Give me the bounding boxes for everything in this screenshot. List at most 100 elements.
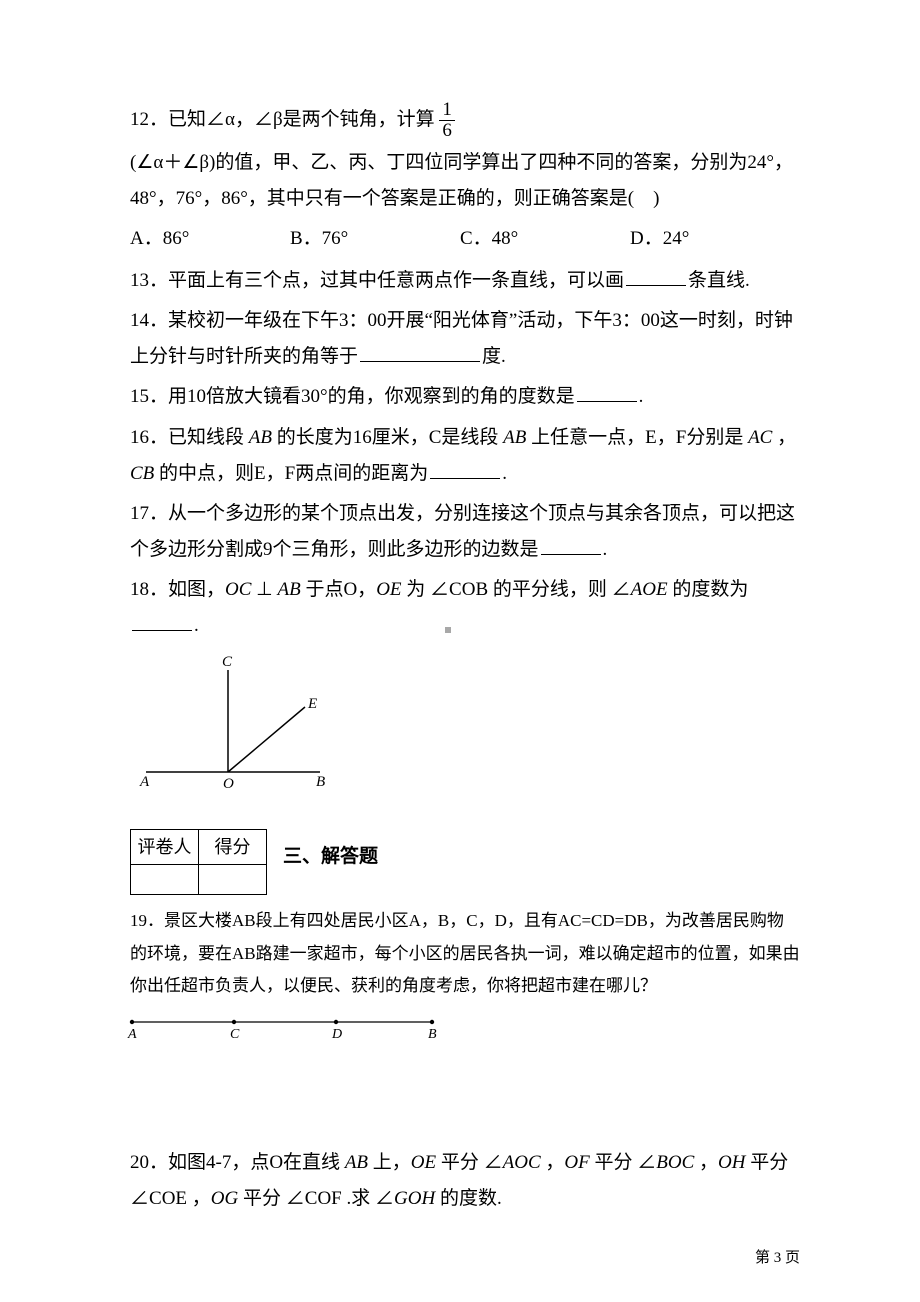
q15-b: . [639,386,644,407]
blank [626,265,686,286]
q18: 18．如图，OC ⊥ AB 于点O，OE 为 ∠COB 的平分线，则 ∠AOE … [130,572,800,644]
q12-options: A．86° B．76° C．48° D．24° [130,221,800,257]
ang: ∠ [375,1188,394,1209]
q16-b: 的长度为16厘米，C是线段 [272,427,503,448]
square-marker [445,627,451,633]
ang: ∠ [286,1188,305,1209]
blank [430,458,500,479]
q16-a: 16．已知线段 [130,427,249,448]
score-table: 评卷人 得分 [130,829,267,895]
q13: 13．平面上有三个点，过其中任意两点作一条直线，可以画条直线. [130,263,800,299]
label-c: C [222,654,233,670]
q19-figure: A C D B [122,1012,800,1055]
ang: ∠ [637,1152,656,1173]
q16-e: 的中点，则E，F两点间的距离为 [154,463,428,484]
q16-ab2: AB [503,427,526,448]
page-number: 第 3 页 [755,1244,800,1273]
label-o: O [223,776,234,792]
label-b: B [428,1027,437,1042]
q18-aoe: AOE [631,579,668,600]
q18-a: 18．如图， [130,579,225,600]
q20-b: 上， [368,1152,411,1173]
section-3-header: 评卷人 得分 三、解答题 [130,819,800,895]
q20-of: OF [564,1152,589,1173]
q16-ac: AC [748,427,772,448]
spacer [130,1055,800,1145]
q18-c: 为 [402,579,431,600]
q12-opt-d: D．24° [630,221,689,257]
blank [360,341,480,362]
q18-figure: A O B C E [130,652,800,805]
q18-ang2: ∠ [612,579,631,600]
q18-e: 的度数为 [668,579,749,600]
frac-den: 6 [439,121,455,141]
section-3-title: 三、解答题 [283,839,378,875]
q12-opt-a: A．86° [130,221,290,257]
q12-line2: (∠α＋∠β)的值，甲、乙、丙、丁四位同学算出了四种不同的答案，分别为24°，4… [130,145,800,217]
q12-text-a: 12．已知∠α，∠β是两个钝角，计算 [130,109,435,130]
q16-cb: CB [130,463,154,484]
blank [132,610,192,631]
q20-oh: OH [718,1152,745,1173]
q20-i: 平分 [238,1188,286,1209]
q20-f: ， [694,1152,718,1173]
q18-oe: OE [376,579,401,600]
perp-symbol: ⊥ [251,579,277,600]
q16-d: ， [772,427,796,448]
label-a: A [127,1027,137,1042]
q12-opt-c: C．48° [460,221,630,257]
q12-opt-b: B．76° [290,221,460,257]
q18-oc: OC [225,579,251,600]
q18-ang: ∠ [430,579,449,600]
page: 12．已知∠α，∠β是两个钝角，计算 1 6 (∠α＋∠β)的值，甲、乙、丙、丁… [0,0,920,1302]
q16-f: . [502,463,507,484]
blank [577,382,637,403]
q20-c: 平分 [436,1152,484,1173]
point-d [334,1020,338,1024]
q18-b: 于点O， [301,579,376,600]
q14: 14．某校初一年级在下午3：00开展“阳光体育”活动，下午3：00这一时刻，时钟… [130,303,800,375]
q20-a: 20．如图4-7，点O在直线 [130,1152,345,1173]
q20-boc: BOC [656,1152,694,1173]
q19: 19．景区大楼AB段上有四处居民小区A，B，C，D，且有AC=CD=DB，为改善… [130,905,800,1002]
blank [541,534,601,555]
label-e: E [307,696,317,712]
point-b [430,1020,434,1024]
q15-a: 15．用10倍放大镜看30°的角，你观察到的角的度数是 [130,386,575,407]
q12-line1: 12．已知∠α，∠β是两个钝角，计算 1 6 [130,100,800,141]
q18-f: . [194,615,199,636]
q16-ab: AB [249,427,272,448]
th-score: 得分 [199,830,267,865]
q17-a: 17．从一个多边形的某个顶点出发，分别连接这个顶点与其余各顶点，可以把这个多边形… [130,503,795,560]
q19-svg: A C D B [122,1012,452,1042]
q20-coe: COE [149,1188,187,1209]
fraction-1-6: 1 6 [439,100,455,141]
label-b: B [316,774,325,790]
q17-b: . [603,539,608,560]
q18-d: 的平分线，则 [488,579,612,600]
table-row [131,865,267,895]
q20-aoc: AOC [503,1152,541,1173]
q16: 16．已知线段 AB 的长度为16厘米，C是线段 AB 上任意一点，E，F分别是… [130,420,800,492]
q20-cof: COF [305,1188,342,1209]
q20-d: ， [541,1152,565,1173]
q20-h: ， [187,1188,211,1209]
frac-num: 1 [439,100,455,121]
label-c: C [230,1027,240,1042]
point-c [232,1020,236,1024]
q20-g: 平分 [746,1152,789,1173]
q14-b: 度. [482,346,506,367]
table-row: 评卷人 得分 [131,830,267,865]
q13-a: 13．平面上有三个点，过其中任意两点作一条直线，可以画 [130,270,624,291]
q20-j: .求 [342,1188,375,1209]
th-grader: 评卷人 [131,830,199,865]
cell-grader [131,865,199,895]
q20-k: 的度数. [435,1188,502,1209]
point-a [130,1020,134,1024]
ang: ∠ [130,1188,149,1209]
q18-cob: COB [449,579,488,600]
q17: 17．从一个多边形的某个顶点出发，分别连接这个顶点与其余各顶点，可以把这个多边形… [130,496,800,568]
q20-oe: OE [411,1152,436,1173]
label-d: D [331,1027,342,1042]
q20-ab: AB [345,1152,368,1173]
